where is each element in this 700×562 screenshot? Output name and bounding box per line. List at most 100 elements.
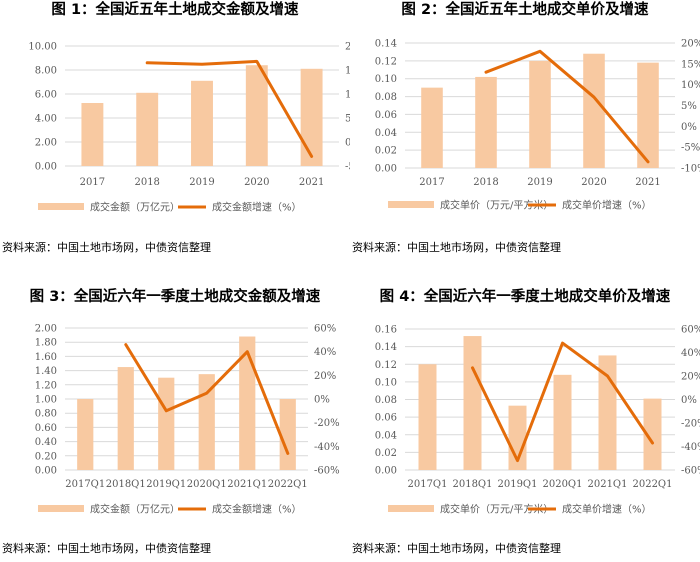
y-tick-label: 8.00 bbox=[35, 66, 57, 77]
chart-title: 图 3：全国近六年一季度土地成交金额及增速 bbox=[30, 287, 321, 305]
chart-title: 图 4：全国近六年一季度土地成交单价及增速 bbox=[380, 287, 671, 305]
x-tick-label: 2021 bbox=[299, 177, 324, 188]
y2-tick-label: 0% bbox=[681, 122, 697, 133]
y2-tick-label: 20% bbox=[345, 42, 350, 53]
y-tick-label: 6.00 bbox=[35, 90, 57, 101]
bar bbox=[418, 364, 437, 470]
y-tick-label: 0.06 bbox=[375, 413, 397, 424]
y2-tick-label: 20% bbox=[681, 39, 700, 50]
bar bbox=[117, 367, 134, 470]
x-tick-label: 2021Q1 bbox=[587, 479, 627, 490]
chart-panel-3: 图 3：全国近六年一季度土地成交金额及增速 0.00 0.20 0.40 0.60 0.8… bbox=[0, 281, 350, 562]
y-tick-label: 0.00 bbox=[375, 164, 397, 175]
x-tick-label: 2022Q1 bbox=[268, 479, 308, 490]
y-tick-label: 0.12 bbox=[375, 360, 397, 371]
line-series bbox=[124, 343, 290, 455]
legend-bar-swatch bbox=[388, 201, 434, 208]
legend-bar-label: 成交单价（万元/平方米） bbox=[440, 199, 553, 212]
source-note: 资料来源：中国土地市场网，中债资信整理 bbox=[352, 541, 561, 555]
y-tick-label: 1.80 bbox=[35, 338, 57, 349]
chart-panel-4: 图 4：全国近六年一季度土地成交单价及增速 0.00 0.02 0.04 0.06 0.0… bbox=[350, 281, 700, 562]
line-series bbox=[484, 49, 650, 164]
bar bbox=[136, 92, 159, 166]
legend-bar-swatch bbox=[388, 505, 434, 512]
y-tick-label: 0.00 bbox=[35, 466, 57, 477]
bar bbox=[81, 103, 104, 166]
y2-tick-label: 5% bbox=[681, 101, 697, 112]
y-tick-label: 0.60 bbox=[35, 423, 57, 434]
source-note: 资料来源：中国土地市场网，中债资信整理 bbox=[2, 541, 211, 555]
y-tick-label: 4.00 bbox=[35, 114, 57, 125]
y-tick-label: 0.10 bbox=[375, 74, 397, 85]
x-tick-label: 2017 bbox=[419, 177, 444, 188]
y-tick-label: 0.06 bbox=[375, 110, 397, 121]
chart-2-svg: 图 2：全国近五年土地成交单价及增速 0.00 0.02 0.04 0.06 0.08 0.… bbox=[352, 0, 700, 254]
y-tick-label: 0.14 bbox=[375, 342, 397, 353]
y-tick-label: 0.08 bbox=[375, 395, 397, 406]
x-tick-label: 2020 bbox=[581, 177, 606, 188]
legend-bar-label: 成交单价（万元/平方米） bbox=[440, 503, 553, 516]
x-tick-label: 2017 bbox=[80, 177, 105, 188]
y-tick-label: 1.40 bbox=[35, 366, 57, 377]
y2-tick-label: 60% bbox=[314, 324, 336, 335]
y2-tick-label: 60% bbox=[681, 325, 700, 336]
y-tick-label: 0.04 bbox=[375, 128, 397, 139]
line-series bbox=[145, 59, 314, 158]
x-tick-label: 2018Q1 bbox=[452, 479, 492, 490]
chart-4-svg: 图 4：全国近六年一季度土地成交单价及增速 0.00 0.02 0.04 0.06 0.0… bbox=[352, 287, 700, 555]
x-tick-label: 2018Q1 bbox=[106, 479, 146, 490]
legend-bar-label: 成交金额（万亿元） bbox=[90, 201, 180, 214]
y2-tick-label: 10% bbox=[345, 90, 350, 101]
y2-tick-label: -40% bbox=[314, 442, 340, 453]
y-tick-label: 0.08 bbox=[375, 92, 397, 103]
bar bbox=[421, 87, 443, 168]
bar bbox=[198, 374, 215, 470]
y-tick-label: 0.02 bbox=[375, 448, 397, 459]
source-note: 资料来源：中国土地市场网，中债资信整理 bbox=[2, 240, 211, 254]
chart-title: 图 2：全国近五年土地成交单价及增速 bbox=[401, 0, 649, 18]
y2-tick-label: -10% bbox=[681, 164, 700, 175]
chart-panel-1: 图 1：全国近五年土地成交金额及增速 0.00 2.00 4.00 6.00 8.00 10… bbox=[0, 0, 350, 281]
bar bbox=[583, 53, 605, 168]
bar bbox=[77, 399, 94, 470]
y-tick-label: 0.00 bbox=[35, 162, 57, 173]
bar bbox=[239, 336, 256, 470]
x-tick-label: 2020Q1 bbox=[187, 479, 227, 490]
y2-tick-label: -5% bbox=[681, 143, 700, 154]
y2-tick-label: -60% bbox=[681, 466, 700, 477]
bar bbox=[529, 60, 551, 168]
y2-tick-label: 0% bbox=[314, 395, 330, 406]
bar bbox=[637, 62, 659, 169]
chart-panel-2: 图 2：全国近五年土地成交单价及增速 0.00 0.02 0.04 0.06 0.08 0.… bbox=[350, 0, 700, 281]
line-series bbox=[471, 341, 654, 463]
bar bbox=[279, 399, 296, 470]
y2-tick-label: -40% bbox=[681, 442, 700, 453]
y2-tick-label: 40% bbox=[314, 347, 336, 358]
y2-tick-label: 5% bbox=[345, 114, 350, 125]
y-tick-label: 1.60 bbox=[35, 352, 57, 363]
legend-line-label: 成交单价增速（%） bbox=[562, 503, 652, 516]
y-tick-label: 0.10 bbox=[375, 377, 397, 388]
x-tick-label: 2020Q1 bbox=[542, 479, 582, 490]
y-tick-label: 0.40 bbox=[35, 437, 57, 448]
y2-tick-label: 15% bbox=[345, 66, 350, 77]
x-tick-label: 2020 bbox=[244, 177, 269, 188]
x-tick-label: 2021 bbox=[635, 177, 660, 188]
legend-bar-swatch bbox=[38, 505, 84, 512]
x-tick-label: 2021Q1 bbox=[227, 479, 267, 490]
bar bbox=[158, 377, 175, 470]
legend-line-label: 成交金额增速（%） bbox=[212, 201, 302, 214]
bar bbox=[463, 336, 482, 470]
y-tick-label: 0.14 bbox=[375, 39, 397, 50]
y-tick-label: 0.04 bbox=[375, 430, 397, 441]
y-tick-label: 0.80 bbox=[35, 409, 57, 420]
y2-tick-label: 20% bbox=[681, 372, 700, 383]
y2-tick-label: -5% bbox=[345, 162, 350, 173]
y-tick-label: 0.02 bbox=[375, 146, 397, 157]
y2-tick-label: 0% bbox=[681, 395, 697, 406]
bar bbox=[553, 374, 572, 470]
x-tick-label: 2017Q1 bbox=[407, 479, 447, 490]
x-tick-label: 2018 bbox=[473, 177, 498, 188]
legend-line-label: 成交单价增速（%） bbox=[562, 199, 652, 212]
y-tick-label: 10.00 bbox=[28, 42, 57, 53]
